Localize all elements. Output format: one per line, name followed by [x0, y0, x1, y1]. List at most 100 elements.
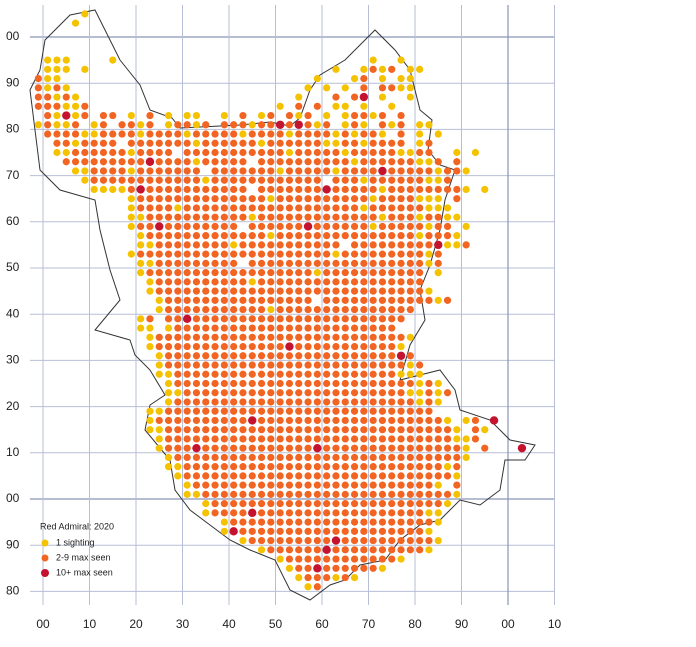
record-dot: [443, 296, 452, 304]
record-dot: [453, 453, 461, 462]
record-dot: [183, 416, 191, 425]
record-dot: [230, 148, 238, 157]
record-dot: [202, 352, 210, 360]
record-dot: [388, 435, 396, 443]
record-dot: [248, 232, 256, 240]
record-dot: [136, 185, 145, 194]
record-dot: [341, 269, 349, 277]
record-dot: [323, 241, 331, 249]
record-dot: [388, 195, 396, 203]
record-dot: [323, 573, 331, 582]
record-dot: [350, 222, 359, 231]
x-label: 50: [269, 617, 283, 631]
record-dot: [220, 444, 228, 452]
record-dot: [453, 435, 461, 443]
record-dot: [44, 111, 52, 120]
record-dot: [388, 416, 396, 425]
record-dot: [369, 241, 377, 249]
record-dot: [369, 481, 377, 489]
record-dot: [388, 287, 396, 295]
record-dot: [341, 296, 349, 304]
record-dot: [350, 573, 359, 582]
record-dot: [239, 389, 247, 397]
record-dot: [378, 213, 387, 221]
record-dot: [397, 232, 405, 240]
record-dot: [285, 158, 294, 166]
record-dot: [220, 305, 228, 314]
record-dot: [388, 518, 396, 526]
record-dot: [360, 305, 368, 314]
record-dot: [155, 333, 163, 341]
record-dot: [230, 444, 238, 452]
record-dot: [434, 158, 442, 166]
record-dot: [192, 490, 201, 498]
record-dot: [109, 167, 117, 175]
record-dot: [276, 259, 284, 267]
record-dot: [71, 102, 80, 110]
record-dot: [239, 287, 247, 295]
record-dot: [443, 416, 452, 425]
record-dot: [369, 148, 377, 157]
record-dot: [350, 546, 359, 554]
record-dot: [332, 278, 340, 286]
record-dot: [313, 352, 321, 360]
record-dot: [211, 444, 219, 452]
record-dot: [332, 241, 340, 249]
record-dot: [341, 176, 349, 184]
record-dot: [369, 472, 377, 480]
record-dot: [71, 148, 80, 157]
record-dot: [164, 176, 173, 184]
record-dot: [127, 250, 135, 258]
record-dot: [406, 472, 414, 480]
record-dot: [109, 130, 117, 138]
record-dot: [434, 259, 442, 267]
record-dot: [425, 259, 433, 267]
record-dot: [230, 500, 238, 508]
record-dot: [230, 241, 238, 249]
record-dot: [183, 324, 191, 332]
record-dot: [146, 204, 154, 212]
record-dot: [276, 222, 284, 231]
record-dot: [192, 213, 201, 221]
record-dot: [192, 379, 201, 388]
record-dot: [285, 352, 294, 360]
record-dot: [378, 296, 387, 304]
record-dot: [248, 416, 257, 425]
record-dot: [127, 185, 135, 194]
record-dot: [230, 490, 238, 498]
record-dot: [369, 130, 377, 138]
record-dot: [462, 222, 470, 231]
record-dot: [257, 435, 266, 443]
record-dot: [276, 555, 284, 563]
record-dot: [406, 213, 414, 221]
record-dot: [369, 158, 377, 166]
record-dot: [425, 176, 433, 184]
record-dot: [304, 444, 312, 452]
record-dot: [313, 176, 321, 184]
record-dot: [304, 278, 312, 286]
record-dot: [248, 259, 256, 267]
record-dot: [239, 111, 247, 120]
record-dot: [396, 351, 406, 360]
record-dot: [155, 342, 163, 351]
record-dot: [425, 204, 433, 212]
record-dot: [211, 269, 219, 277]
record-dot: [295, 259, 303, 267]
record-dot: [369, 167, 377, 175]
record-dot: [397, 222, 405, 231]
record-dot: [378, 74, 387, 83]
record-dot: [90, 185, 98, 194]
legend-title: Red Admiral: 2020: [40, 521, 114, 531]
record-dot: [350, 296, 359, 304]
record-dot: [350, 204, 359, 212]
record-dot: [118, 130, 126, 138]
record-dot: [323, 269, 331, 277]
record-dot: [276, 315, 284, 323]
record-dot: [388, 176, 396, 184]
record-dot: [230, 222, 238, 231]
record-dot: [397, 296, 405, 304]
record-dot: [257, 490, 266, 498]
record-dot: [202, 463, 210, 471]
record-dot: [164, 463, 173, 471]
record-dot: [304, 315, 312, 323]
